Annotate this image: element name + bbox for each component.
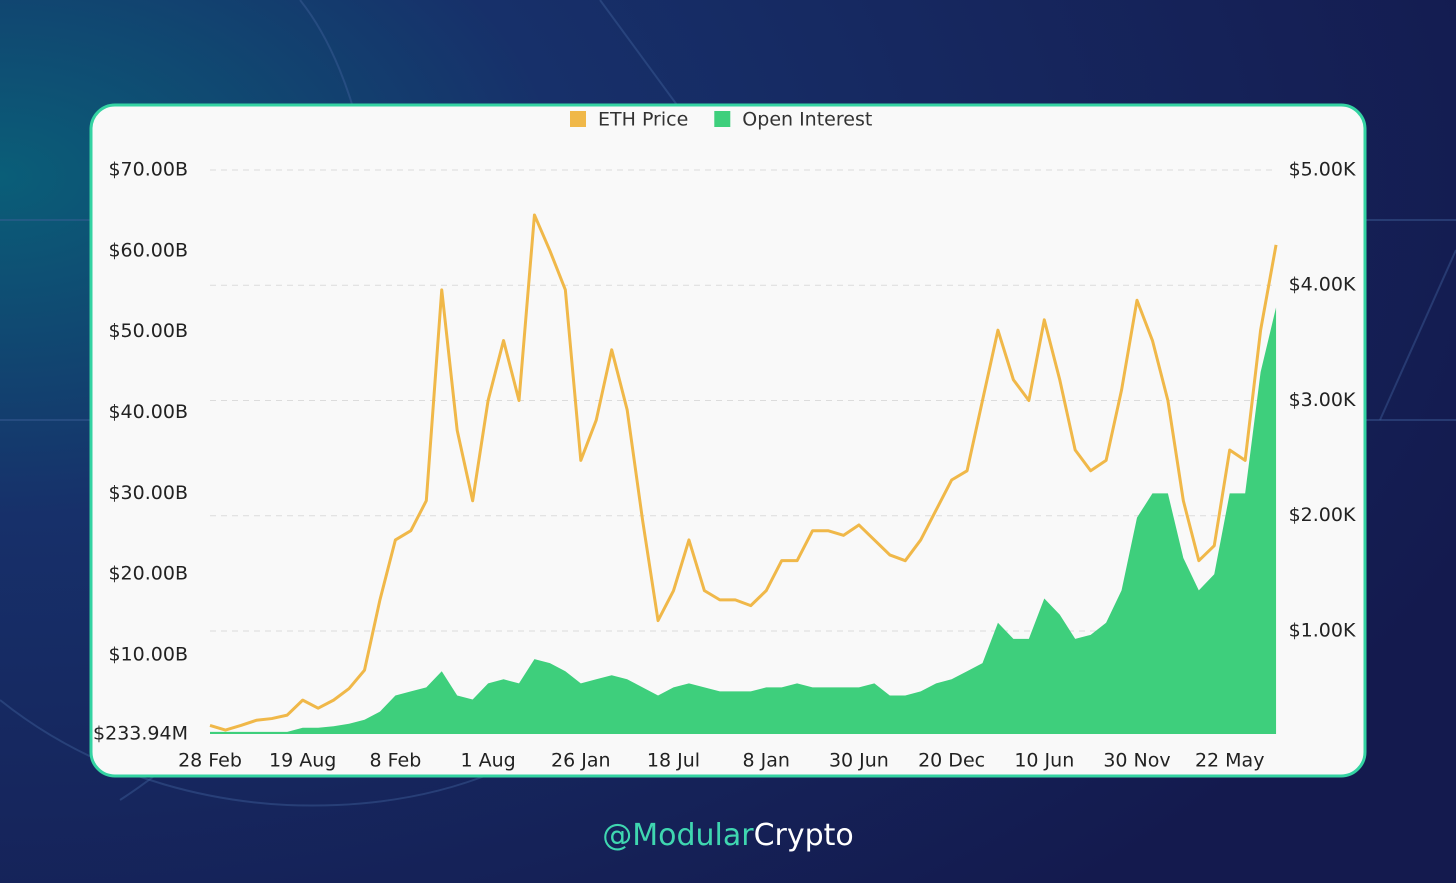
x-tick-label: 1 Aug xyxy=(460,750,515,772)
y-tick-label: $30.00B xyxy=(108,482,188,504)
y-tick-label: $50.00B xyxy=(108,320,188,342)
legend-label: ETH Price xyxy=(598,109,688,131)
x-tick-label: 19 Aug xyxy=(269,750,336,772)
y-tick-label: $40.00B xyxy=(108,401,188,423)
y-tick-label: $60.00B xyxy=(108,239,188,261)
legend-swatch xyxy=(714,111,731,127)
x-tick-label: 30 Jun xyxy=(829,750,889,772)
y2-tick-label: $3.00K xyxy=(1289,389,1356,411)
y2-tick-label: $5.00K xyxy=(1289,159,1356,181)
y-tick-label: $20.00B xyxy=(108,563,188,585)
x-tick-label: 20 Dec xyxy=(918,750,985,772)
y-tick-label: $70.00B xyxy=(108,159,188,181)
x-tick-label: 28 Feb xyxy=(178,750,242,772)
x-tick-label: 30 Nov xyxy=(1103,750,1170,772)
x-tick-label: 18 Jul xyxy=(647,750,700,772)
y2-tick-label: $2.00K xyxy=(1289,504,1356,526)
y-tick-label: $233.94M xyxy=(93,723,188,745)
y-tick-label: $10.00B xyxy=(108,644,188,666)
open-interest-area xyxy=(210,307,1277,734)
footer-handle: @ModularCrypto xyxy=(602,818,854,853)
handle-accent: @Modular xyxy=(602,818,754,853)
x-tick-label: 26 Jan xyxy=(551,750,611,772)
x-tick-label: 8 Feb xyxy=(370,750,422,772)
chart: $1.00K $2.00K $3.00K $4.00K $5.00K $233.94M $1… xyxy=(93,109,1356,772)
price-line xyxy=(209,213,1278,732)
y2-tick-label: $4.00K xyxy=(1289,274,1356,296)
x-tick-label: 8 Jan xyxy=(742,750,789,772)
legend-swatch xyxy=(570,111,586,127)
x-tick-label: 22 May xyxy=(1195,750,1265,772)
handle-rest: Crypto xyxy=(754,818,854,853)
y2-tick-label: $1.00K xyxy=(1289,619,1356,641)
legend-label: Open Interest xyxy=(742,109,872,131)
x-tick-label: 10 Jun xyxy=(1014,750,1074,772)
